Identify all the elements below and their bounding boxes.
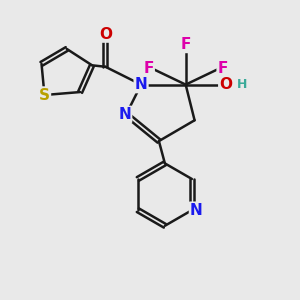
Text: O: O [99,27,112,42]
Text: S: S [39,88,50,103]
Text: F: F [218,61,228,76]
Text: O: O [219,77,232,92]
Text: F: F [181,37,191,52]
Text: H: H [237,78,247,91]
Text: N: N [135,77,148,92]
Text: N: N [118,107,131,122]
Text: F: F [143,61,154,76]
Text: N: N [190,203,203,218]
